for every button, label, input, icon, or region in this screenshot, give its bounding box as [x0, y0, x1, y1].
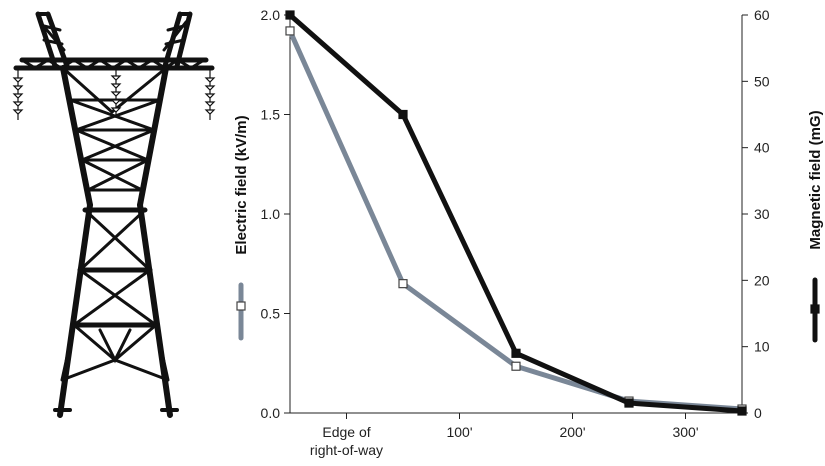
data-point-electric-field — [285, 26, 295, 36]
right-tick-label: 0 — [754, 405, 762, 421]
right-axis-title: Magnetic field (mG) — [807, 110, 824, 249]
left-tick-label: 0.5 — [261, 306, 281, 322]
chart-series — [285, 10, 747, 416]
data-point-magnetic-field — [285, 10, 295, 20]
legend-electric-field-marker — [236, 301, 246, 311]
chart-ticks: 0.0 0.5 1.0 1.5 2.0 0 10 20 30 40 50 60 Edge of right… — [261, 7, 770, 458]
transmission-tower-illustration — [12, 11, 216, 418]
data-point-magnetic-field — [737, 406, 747, 416]
right-tick-label: 10 — [754, 339, 770, 355]
left-axis-title: Electric field (kV/m) — [233, 115, 250, 254]
right-tick-label: 40 — [754, 140, 770, 156]
x-tick-label: 200' — [559, 424, 585, 440]
data-point-magnetic-field — [511, 348, 521, 358]
data-point-electric-field — [398, 279, 408, 289]
insulator-icon — [12, 70, 216, 120]
right-tick-label: 30 — [754, 206, 770, 222]
x-tick-label: Edge of — [322, 424, 370, 440]
right-tick-label: 50 — [754, 73, 770, 89]
left-tick-label: 2.0 — [261, 7, 281, 23]
data-point-electric-field — [511, 361, 521, 371]
x-tick-label: 300' — [672, 424, 698, 440]
x-tick-label: 100' — [446, 424, 472, 440]
right-tick-label: 60 — [754, 7, 770, 23]
data-point-magnetic-field — [398, 109, 408, 120]
left-tick-label: 1.0 — [261, 206, 281, 222]
legend-magnetic-field-marker — [810, 304, 820, 314]
data-point-magnetic-field — [624, 398, 634, 408]
left-tick-label: 0.0 — [261, 405, 281, 421]
left-tick-label: 1.5 — [261, 107, 281, 123]
right-tick-label: 20 — [754, 272, 770, 288]
x-tick-label: right-of-way — [310, 442, 383, 458]
chart-axis-titles: Electric field (kV/m) Magnetic field (mG) — [233, 110, 824, 343]
